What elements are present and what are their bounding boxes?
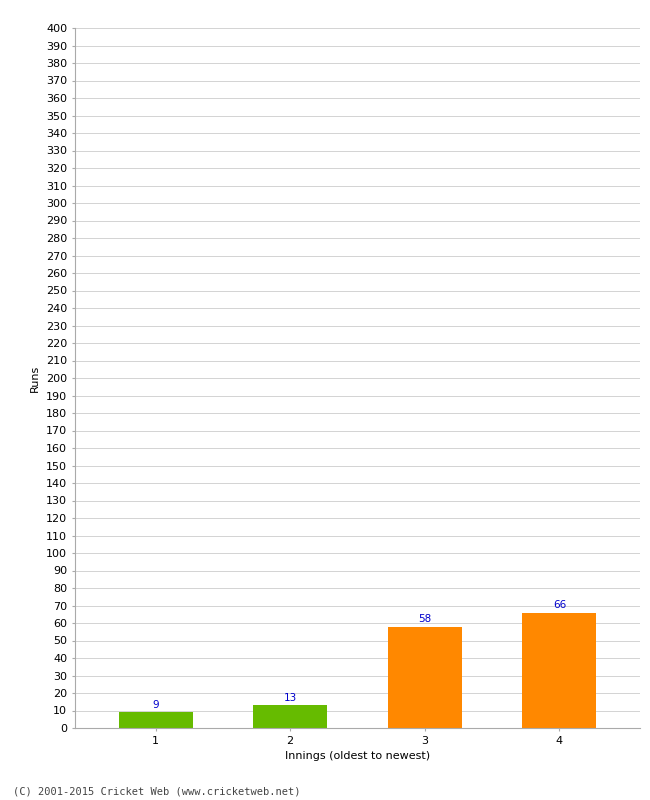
X-axis label: Innings (oldest to newest): Innings (oldest to newest): [285, 751, 430, 761]
Bar: [523, 613, 597, 728]
Y-axis label: Runs: Runs: [31, 364, 40, 392]
Text: 66: 66: [553, 600, 566, 610]
Bar: [253, 706, 327, 728]
Bar: [118, 712, 192, 728]
Text: 13: 13: [283, 693, 297, 702]
Bar: [388, 626, 462, 728]
Text: 58: 58: [418, 614, 432, 624]
Text: (C) 2001-2015 Cricket Web (www.cricketweb.net): (C) 2001-2015 Cricket Web (www.cricketwe…: [13, 786, 300, 796]
Text: 9: 9: [152, 700, 159, 710]
